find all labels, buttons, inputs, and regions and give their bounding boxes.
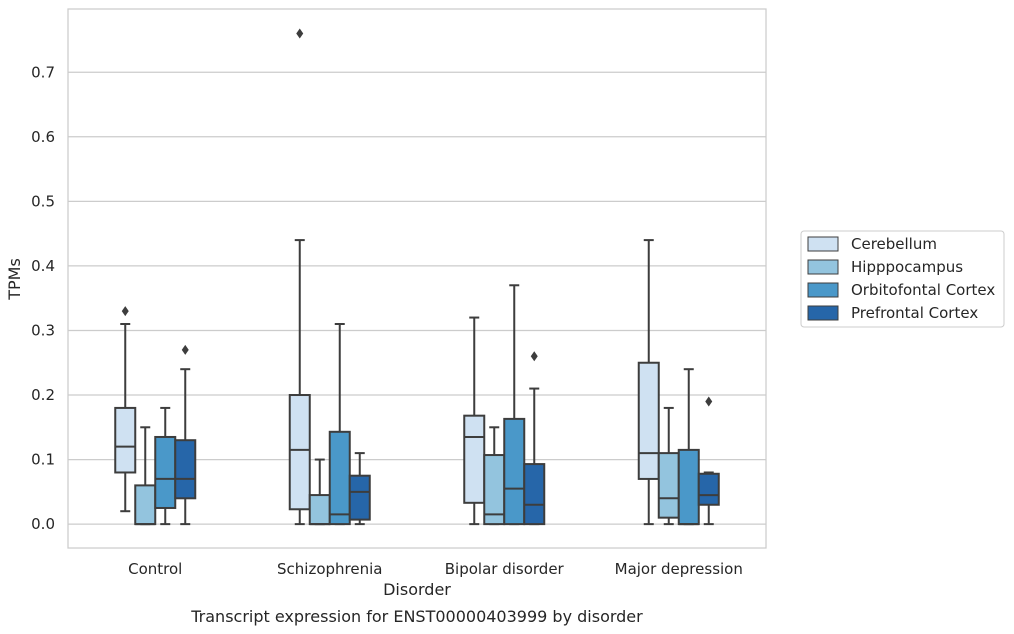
legend-label: Orbitofontal Cortex (851, 281, 995, 299)
x-tick-labels: Control Schizophrenia Bipolar disorder Majo… (128, 560, 743, 578)
box-group (328, 323, 351, 526)
legend-label: Cerebellum (851, 235, 937, 253)
box (348, 474, 371, 521)
box (154, 435, 177, 509)
box-group (114, 306, 137, 513)
outlier-point (296, 28, 304, 39)
outlier-point (530, 351, 538, 362)
box-group (134, 426, 157, 526)
y-tick-label: 0.7 (31, 63, 55, 81)
box-group (637, 239, 660, 526)
box (657, 452, 680, 519)
box-group (174, 344, 197, 526)
legend-swatch (807, 259, 839, 275)
y-tick-label: 0.2 (31, 386, 55, 404)
box (637, 361, 660, 480)
box-group (523, 351, 546, 526)
figure-caption: Transcript expression for ENST0000040399… (190, 607, 643, 626)
boxes (114, 28, 720, 526)
y-tick-label: 0.1 (31, 451, 55, 469)
x-tick-label: Major depression (615, 560, 743, 578)
y-tick-label: 0.3 (31, 321, 55, 339)
box-group (677, 368, 700, 526)
box (503, 417, 526, 526)
legend-label: Hipppocampus (851, 258, 963, 276)
box-group (288, 28, 311, 526)
box-group (308, 458, 331, 526)
box-group (503, 284, 526, 526)
x-tick-label: Schizophrenia (277, 560, 382, 578)
box (463, 414, 486, 504)
y-tick-label: 0.4 (31, 257, 55, 275)
legend: Cerebellum Hipppocampus Orbitofontal Corte… (800, 230, 1005, 328)
plot-frame (67, 8, 767, 549)
legend-frame (800, 230, 1005, 328)
box (523, 463, 546, 526)
box (134, 484, 157, 526)
y-axis-title: TPMs (5, 258, 24, 301)
outlier-point (705, 396, 713, 407)
box (677, 448, 700, 526)
box-group (697, 396, 720, 526)
x-axis-title: Disorder (383, 580, 451, 599)
legend-swatch (807, 282, 839, 298)
y-tick-label: 0.6 (31, 128, 55, 146)
box-group (483, 426, 506, 526)
box (288, 394, 311, 511)
box-group (657, 406, 680, 526)
box-group (348, 452, 371, 526)
legend-swatch (807, 236, 839, 252)
box (308, 494, 331, 526)
outlier-point (121, 306, 129, 317)
outlier-point (181, 344, 189, 355)
box (328, 430, 351, 526)
y-tick-labels: 0.0 0.1 0.2 0.3 0.4 0.5 0.6 0.7 (31, 63, 55, 533)
box (697, 472, 720, 506)
box-group (154, 406, 177, 526)
box (174, 439, 197, 500)
x-tick-label: Control (128, 560, 182, 578)
legend-swatch (807, 305, 839, 321)
x-tick-label: Bipolar disorder (445, 560, 565, 578)
legend-label: Prefrontal Cortex (851, 304, 978, 322)
y-tick-label: 0.5 (31, 192, 55, 210)
box-group (463, 316, 486, 526)
y-tick-label: 0.0 (31, 515, 55, 533)
box (114, 406, 137, 474)
